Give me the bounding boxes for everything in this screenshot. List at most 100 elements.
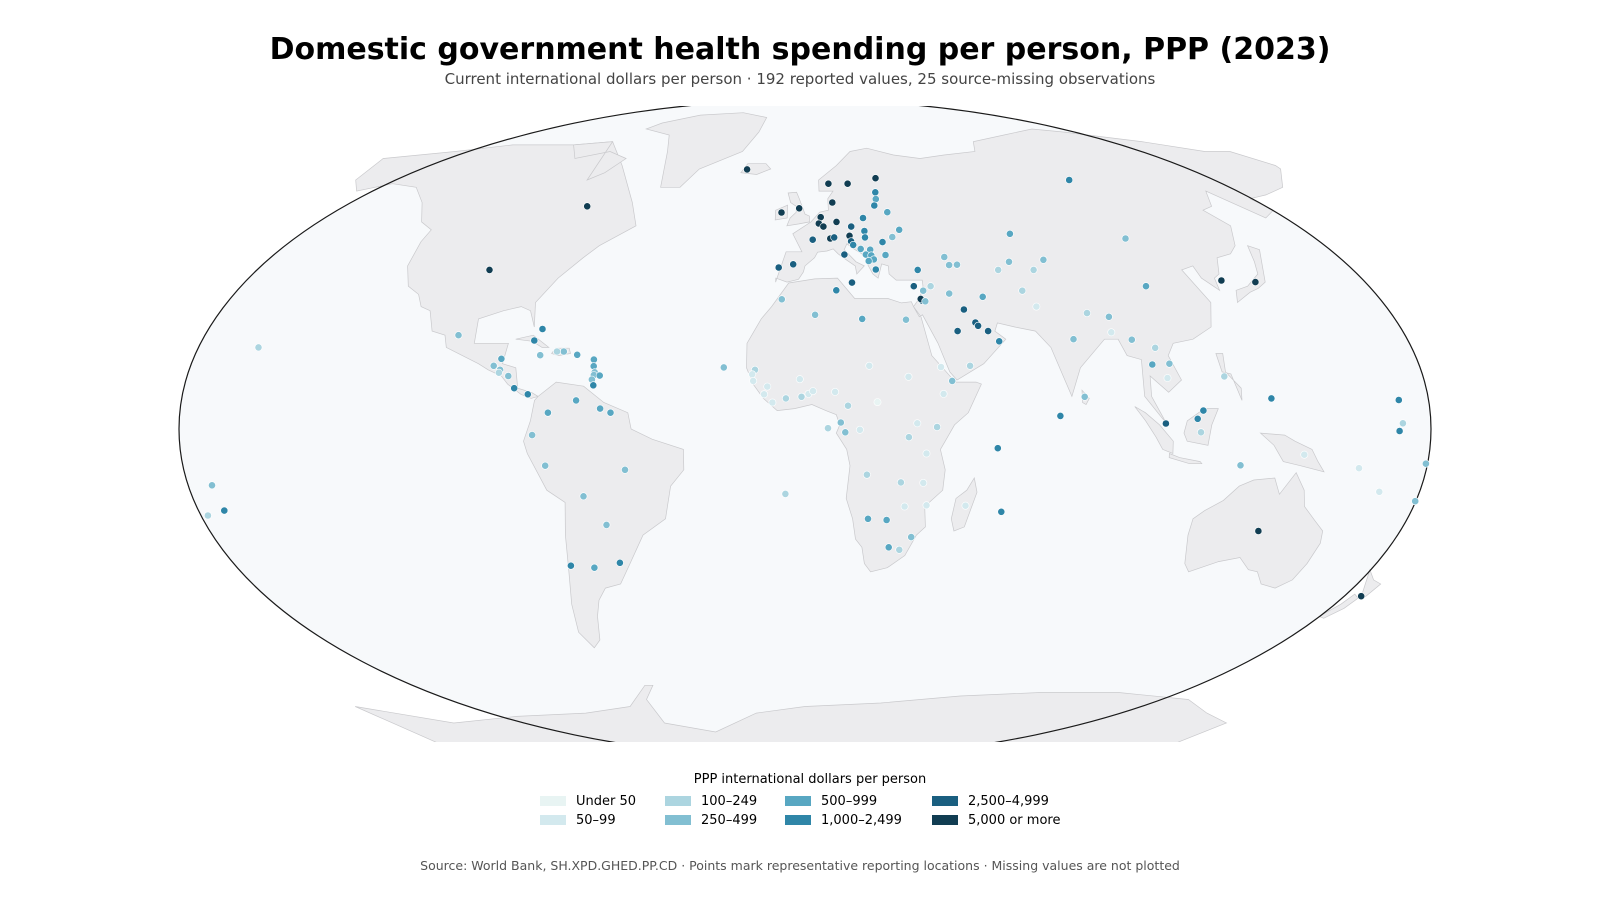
map-frame — [178, 106, 1432, 742]
data-point — [777, 295, 786, 304]
data-point — [1395, 427, 1404, 435]
data-point — [919, 478, 928, 487]
data-point — [589, 381, 598, 390]
data-point — [768, 398, 777, 407]
data-point — [1300, 450, 1309, 459]
data-point — [830, 233, 839, 242]
legend-label: 2,500–4,999 — [968, 793, 1049, 809]
data-point — [921, 297, 930, 306]
data-point — [871, 195, 880, 203]
data-point — [538, 325, 547, 333]
legend-swatch — [665, 796, 691, 806]
data-point — [856, 425, 864, 434]
data-point — [922, 501, 931, 510]
data-point — [254, 343, 263, 352]
land-shape — [573, 141, 627, 181]
data-point — [819, 222, 828, 231]
map-subtitle: Current international dollars per person… — [444, 70, 1156, 88]
legend-item-1000-2499: 1,000–2,499 — [785, 811, 902, 829]
land-shape — [1184, 472, 1324, 589]
legend-item-2500-4999: 2,500–4,999 — [932, 792, 1049, 810]
data-point — [748, 370, 757, 379]
data-point — [489, 361, 498, 370]
data-point — [824, 179, 833, 188]
point-layer — [203, 165, 1430, 601]
data-point — [494, 368, 503, 377]
data-point — [945, 289, 954, 298]
data-point — [1065, 176, 1074, 184]
data-point — [536, 351, 545, 360]
legend-swatch — [785, 796, 811, 806]
data-point — [865, 361, 874, 370]
land-shape — [1183, 408, 1219, 446]
data-point — [933, 423, 941, 431]
data-point — [848, 278, 856, 287]
data-point — [984, 327, 992, 335]
data-point — [1411, 497, 1420, 506]
legend-label: 100–249 — [701, 793, 758, 809]
data-point — [922, 449, 931, 458]
data-point — [913, 419, 922, 428]
data-point — [1080, 392, 1089, 401]
data-point — [864, 514, 872, 523]
legend-swatch — [932, 815, 958, 825]
legend-item-under-50: Under 50 — [540, 792, 636, 810]
data-point — [510, 384, 519, 393]
data-point — [871, 188, 880, 197]
data-point — [895, 225, 904, 234]
data-point — [559, 347, 568, 356]
data-point — [836, 418, 845, 427]
data-point — [974, 321, 982, 330]
data-point — [940, 253, 949, 261]
data-point — [1006, 229, 1014, 238]
data-point — [1236, 461, 1245, 470]
land-shape — [1259, 432, 1325, 473]
data-point — [858, 314, 867, 323]
data-point — [904, 372, 913, 381]
data-point — [995, 337, 1004, 346]
data-point — [860, 227, 869, 235]
data-point — [900, 502, 909, 511]
data-point — [1197, 428, 1205, 437]
data-point — [945, 261, 953, 269]
data-point — [220, 506, 229, 515]
data-point — [1251, 278, 1260, 286]
data-point — [596, 404, 604, 413]
data-point — [809, 387, 817, 395]
data-point — [797, 392, 806, 401]
data-point — [1107, 328, 1116, 337]
data-point — [777, 208, 786, 217]
data-point — [1039, 255, 1048, 264]
data-point — [719, 363, 728, 372]
legend-item-100-249: 100–249 — [665, 792, 757, 810]
data-point — [871, 265, 880, 274]
land-shape — [355, 141, 637, 399]
data-point — [572, 396, 580, 405]
legend-swatch — [932, 796, 958, 806]
data-point — [961, 501, 970, 510]
legend-swatch — [665, 815, 691, 825]
data-point — [1162, 419, 1170, 428]
data-point — [849, 240, 858, 249]
data-point — [763, 382, 772, 391]
land-shape — [515, 334, 550, 348]
data-point — [602, 521, 611, 529]
data-point — [883, 208, 892, 217]
data-point — [913, 265, 922, 274]
data-point — [864, 257, 873, 265]
data-point — [567, 561, 575, 570]
data-point — [863, 470, 871, 479]
data-point — [523, 390, 532, 399]
data-point — [1018, 286, 1027, 295]
land-shape — [645, 112, 768, 188]
data-point — [907, 533, 916, 541]
data-point — [504, 372, 513, 380]
legend-item-5000-plus: 5,000 or more — [932, 811, 1060, 829]
data-point — [859, 214, 867, 222]
data-point — [844, 401, 852, 410]
data-point — [795, 204, 804, 213]
legend-item-250-499: 250–499 — [665, 811, 757, 829]
data-point — [884, 543, 893, 552]
data-point — [873, 398, 882, 406]
